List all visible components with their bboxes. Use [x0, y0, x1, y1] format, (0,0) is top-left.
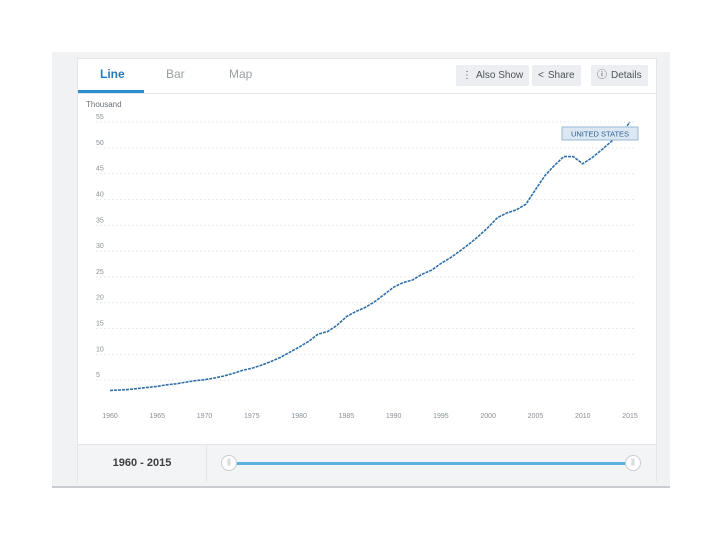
annotation-box	[561, 126, 639, 141]
chart-grid	[96, 121, 636, 381]
range-label: 1960 - 2015	[78, 445, 207, 482]
details-button[interactable]: ⓘ Details	[591, 65, 648, 86]
range-start-handle[interactable]: ||	[221, 455, 237, 471]
share-icon: <	[538, 70, 544, 81]
y-axis-label: Thousand	[86, 100, 122, 109]
x-tick-label: 1990	[386, 413, 402, 420]
y-tick-label: 5	[96, 372, 100, 379]
time-range-footer: 1960 - 2015 || ||	[78, 444, 656, 482]
annotation-label: UNITED STATES	[571, 130, 629, 139]
active-tab-indicator	[78, 90, 144, 93]
x-tick-label: 2000	[480, 413, 496, 420]
y-tick-label: 30	[96, 243, 104, 250]
y-axis-ticks: 5 10 15 20 25 30 35 40 45 50 55	[96, 114, 104, 379]
x-tick-label: 1995	[433, 413, 449, 420]
tab-map[interactable]: Map	[229, 67, 253, 81]
y-tick-label: 35	[96, 217, 104, 224]
share-button[interactable]: < Share	[532, 65, 581, 86]
x-tick-label: 1985	[339, 413, 355, 420]
y-tick-label: 25	[96, 269, 104, 276]
x-tick-label: 2015	[622, 413, 638, 420]
chart-series	[109, 121, 631, 392]
chart-card: Line Bar Map ⋮ Also Show < Share ⓘ Details …	[77, 58, 657, 482]
range-end-handle[interactable]: ||	[625, 455, 641, 471]
info-circle-icon: ⓘ	[597, 70, 607, 81]
series-line-united-states[interactable]	[109, 121, 631, 392]
x-tick-label: 2010	[575, 413, 591, 420]
tab-line[interactable]: Line	[100, 67, 125, 81]
range-slider-track[interactable]	[228, 462, 633, 465]
tab-bar[interactable]: Bar	[166, 67, 185, 81]
x-tick-label: 1975	[244, 413, 260, 420]
x-tick-label: 1960	[102, 413, 118, 420]
details-label: Details	[611, 70, 642, 81]
also-show-button[interactable]: ⋮ Also Show	[456, 65, 530, 86]
y-tick-label: 50	[96, 140, 104, 147]
y-tick-label: 55	[96, 114, 104, 121]
x-tick-label: 1965	[149, 413, 165, 420]
series-annotation: UNITED STATES	[561, 126, 639, 141]
x-tick-label: 1980	[291, 413, 307, 420]
chart-type-tabs: Line Bar Map ⋮ Also Show < Share ⓘ Details	[78, 59, 656, 94]
vertical-dots-icon: ⋮	[462, 70, 472, 81]
x-axis-ticks: 1960 1965 1970 1975 1980 1985 1990 1995 2000 2005…	[102, 413, 638, 420]
share-label: Share	[547, 70, 575, 81]
y-tick-label: 40	[96, 191, 104, 198]
y-tick-label: 45	[96, 166, 104, 173]
y-tick-label: 15	[96, 321, 104, 328]
y-tick-label: 20	[96, 295, 104, 302]
x-tick-label: 1970	[197, 413, 213, 420]
also-show-label: Also Show	[476, 70, 524, 81]
y-tick-label: 10	[96, 346, 104, 353]
x-tick-label: 2005	[528, 413, 544, 420]
